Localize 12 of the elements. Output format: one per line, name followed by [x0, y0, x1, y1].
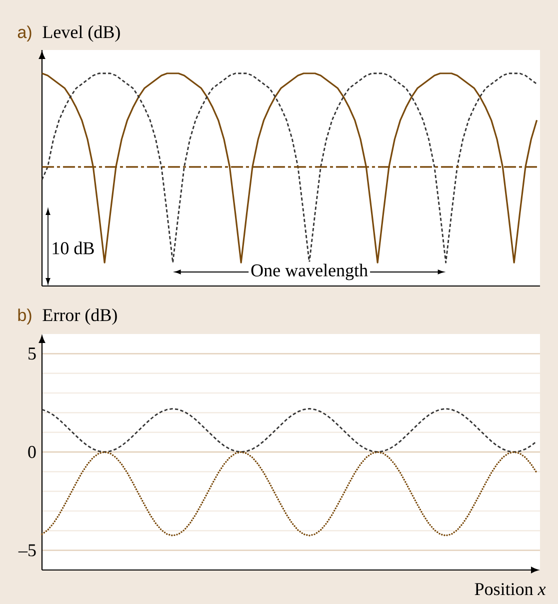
annotation: One wavelength: [251, 264, 368, 280]
x-axis-title: Position x: [474, 583, 546, 596]
chart-title: Error (dB): [42, 308, 117, 325]
chart-title: Level (dB): [42, 25, 120, 42]
y-tick-label: 0: [28, 446, 36, 458]
line-series: [41, 451, 538, 536]
annotation: 10 dB: [52, 242, 94, 254]
y-tick-label: 5: [28, 348, 36, 360]
line-series: [41, 408, 538, 453]
text: a): [18, 26, 32, 42]
y-tick-label: –5: [18, 544, 36, 556]
text: b): [18, 308, 32, 325]
